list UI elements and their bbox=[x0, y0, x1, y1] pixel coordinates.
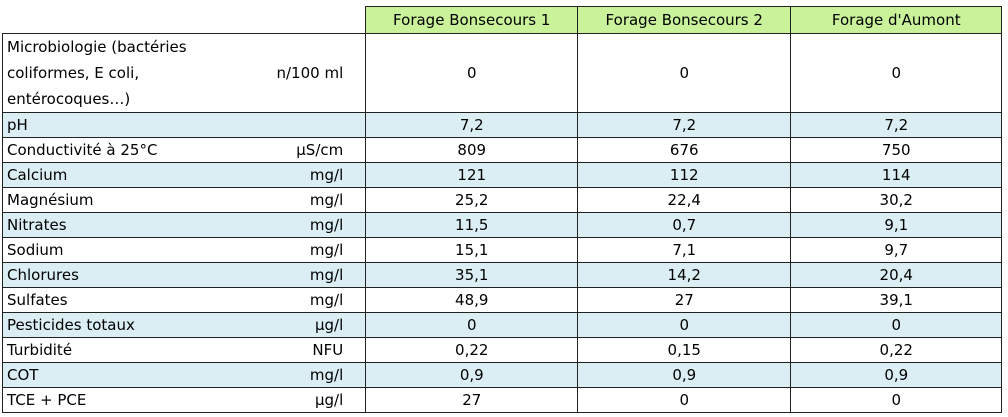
unit-cell: mg/l bbox=[272, 187, 367, 213]
value-cell: 0 bbox=[577, 387, 792, 413]
param-cell: Conductivité à 25°C bbox=[2, 137, 273, 163]
value-cell: 14,2 bbox=[577, 262, 792, 288]
unit-cell: µg/l bbox=[272, 387, 367, 413]
value-cell: 0 bbox=[365, 33, 579, 113]
column-header-bonsecours-1: Forage Bonsecours 1 bbox=[365, 6, 579, 34]
value-cell: 27 bbox=[577, 287, 792, 313]
value-cell: 7,2 bbox=[790, 112, 1003, 138]
value-cell: 112 bbox=[577, 162, 792, 188]
value-cell: 809 bbox=[365, 137, 579, 163]
table-row: Microbiologie (bactéries coliformes, E c… bbox=[2, 33, 1003, 113]
unit-cell: mg/l bbox=[272, 362, 367, 388]
unit-cell bbox=[272, 112, 367, 138]
table-row: Conductivité à 25°C µS/cm 809 676 750 bbox=[2, 137, 1003, 163]
table-row: TCE + PCE µg/l 27 0 0 bbox=[2, 387, 1003, 413]
column-header-aumont: Forage d'Aumont bbox=[790, 6, 1003, 34]
water-quality-table: Forage Bonsecours 1 Forage Bonsecours 2 … bbox=[2, 6, 1003, 413]
value-cell: 0,9 bbox=[365, 362, 579, 388]
table-row: Turbidité NFU 0,22 0,15 0,22 bbox=[2, 337, 1003, 363]
param-cell: TCE + PCE bbox=[2, 387, 273, 413]
value-cell: 20,4 bbox=[790, 262, 1003, 288]
value-cell: 48,9 bbox=[365, 287, 579, 313]
param-cell: Calcium bbox=[2, 162, 273, 188]
param-cell: Chlorures bbox=[2, 262, 273, 288]
param-cell: Nitrates bbox=[2, 212, 273, 238]
param-line: entérocoques…) bbox=[7, 90, 131, 108]
table-row: Nitrates mg/l 11,5 0,7 9,1 bbox=[2, 212, 1003, 238]
value-cell: 0,22 bbox=[365, 337, 579, 363]
value-cell: 0,9 bbox=[577, 362, 792, 388]
value-cell: 7,1 bbox=[577, 237, 792, 263]
table-row: COT mg/l 0,9 0,9 0,9 bbox=[2, 362, 1003, 388]
value-cell: 27 bbox=[365, 387, 579, 413]
value-cell: 0,7 bbox=[577, 212, 792, 238]
unit-cell: mg/l bbox=[272, 287, 367, 313]
param-cell: Pesticides totaux bbox=[2, 312, 273, 338]
unit-cell: NFU bbox=[272, 337, 367, 363]
table-row: pH 7,2 7,2 7,2 bbox=[2, 112, 1003, 138]
table-row: Chlorures mg/l 35,1 14,2 20,4 bbox=[2, 262, 1003, 288]
param-cell: Sodium bbox=[2, 237, 273, 263]
value-cell: 0 bbox=[790, 387, 1003, 413]
unit-cell: mg/l bbox=[272, 162, 367, 188]
param-cell: pH bbox=[2, 112, 273, 138]
param-cell: Microbiologie (bactéries coliformes, E c… bbox=[2, 33, 273, 113]
value-cell: 0 bbox=[577, 312, 792, 338]
value-cell: 7,2 bbox=[577, 112, 792, 138]
value-cell: 0,22 bbox=[790, 337, 1003, 363]
value-cell: 750 bbox=[790, 137, 1003, 163]
value-cell: 121 bbox=[365, 162, 579, 188]
unit-cell: n/100 ml bbox=[272, 33, 367, 113]
table-row: Pesticides totaux µg/l 0 0 0 bbox=[2, 312, 1003, 338]
unit-cell: mg/l bbox=[272, 212, 367, 238]
value-cell: 676 bbox=[577, 137, 792, 163]
param-cell: Magnésium bbox=[2, 187, 273, 213]
unit-cell: µg/l bbox=[272, 312, 367, 338]
param-cell: Sulfates bbox=[2, 287, 273, 313]
param-cell: Turbidité bbox=[2, 337, 273, 363]
param-line: coliformes, E coli, bbox=[7, 64, 140, 82]
value-cell: 0 bbox=[790, 312, 1003, 338]
unit-cell: mg/l bbox=[272, 237, 367, 263]
value-cell: 35,1 bbox=[365, 262, 579, 288]
value-cell: 30,2 bbox=[790, 187, 1003, 213]
value-cell: 25,2 bbox=[365, 187, 579, 213]
value-cell: 0 bbox=[790, 33, 1003, 113]
value-cell: 15,1 bbox=[365, 237, 579, 263]
value-cell: 9,7 bbox=[790, 237, 1003, 263]
value-cell: 7,2 bbox=[365, 112, 579, 138]
value-cell: 0,15 bbox=[577, 337, 792, 363]
value-cell: 22,4 bbox=[577, 187, 792, 213]
unit-cell: mg/l bbox=[272, 262, 367, 288]
column-header-bonsecours-2: Forage Bonsecours 2 bbox=[577, 6, 792, 34]
table-row: Sodium mg/l 15,1 7,1 9,7 bbox=[2, 237, 1003, 263]
header-blank bbox=[2, 6, 366, 34]
unit-cell: µS/cm bbox=[272, 137, 367, 163]
value-cell: 9,1 bbox=[790, 212, 1003, 238]
value-cell: 39,1 bbox=[790, 287, 1003, 313]
value-cell: 0,9 bbox=[790, 362, 1003, 388]
table-row: Calcium mg/l 121 112 114 bbox=[2, 162, 1003, 188]
table-row: Sulfates mg/l 48,9 27 39,1 bbox=[2, 287, 1003, 313]
value-cell: 0 bbox=[365, 312, 579, 338]
table-row: Magnésium mg/l 25,2 22,4 30,2 bbox=[2, 187, 1003, 213]
value-cell: 0 bbox=[577, 33, 792, 113]
header-row: Forage Bonsecours 1 Forage Bonsecours 2 … bbox=[2, 6, 1003, 34]
param-cell: COT bbox=[2, 362, 273, 388]
value-cell: 114 bbox=[790, 162, 1003, 188]
value-cell: 11,5 bbox=[365, 212, 579, 238]
param-line: Microbiologie (bactéries bbox=[7, 38, 187, 56]
